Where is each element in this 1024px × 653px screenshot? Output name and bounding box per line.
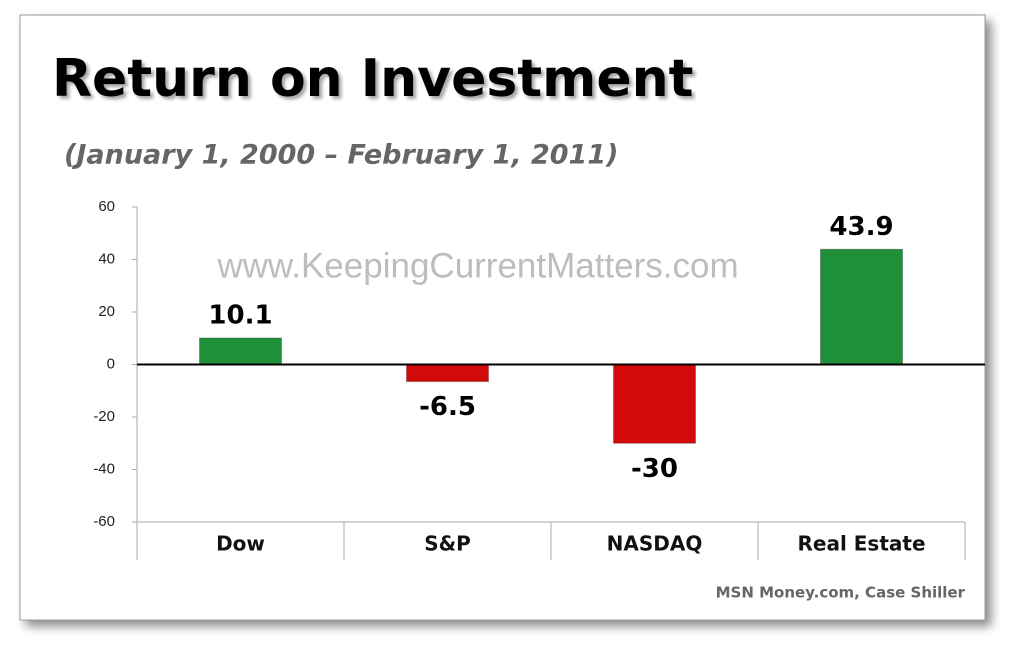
value-label: 43.9 [829,212,893,242]
y-tick-label: -20 [93,408,115,425]
y-tick-label: -60 [93,513,115,530]
y-tick-label: 60 [98,198,115,215]
source: MSN Money.com, Case Shiller [716,584,966,602]
y-tick-label: 0 [107,355,115,372]
value-label: -6.5 [419,392,476,422]
bar [199,337,282,365]
chart-title: Return on Investment [52,49,693,109]
y-tick-label: -40 [93,460,115,477]
x-tick-label: Dow [216,532,265,556]
watermark: www.KeepingCurrentMatters.com [216,246,738,285]
value-label: -30 [631,454,678,484]
y-tick-label: 20 [98,303,115,320]
bar [613,364,696,444]
chart-subtitle: (January 1, 2000 – February 1, 2011) [64,140,618,171]
bar [406,364,489,383]
x-tick-label: S&P [424,532,471,556]
bar [820,248,903,365]
value-label: 10.1 [208,300,272,330]
y-tick-label: 40 [98,250,115,267]
x-tick-label: Real Estate [797,532,925,556]
x-tick-label: NASDAQ [607,532,703,556]
